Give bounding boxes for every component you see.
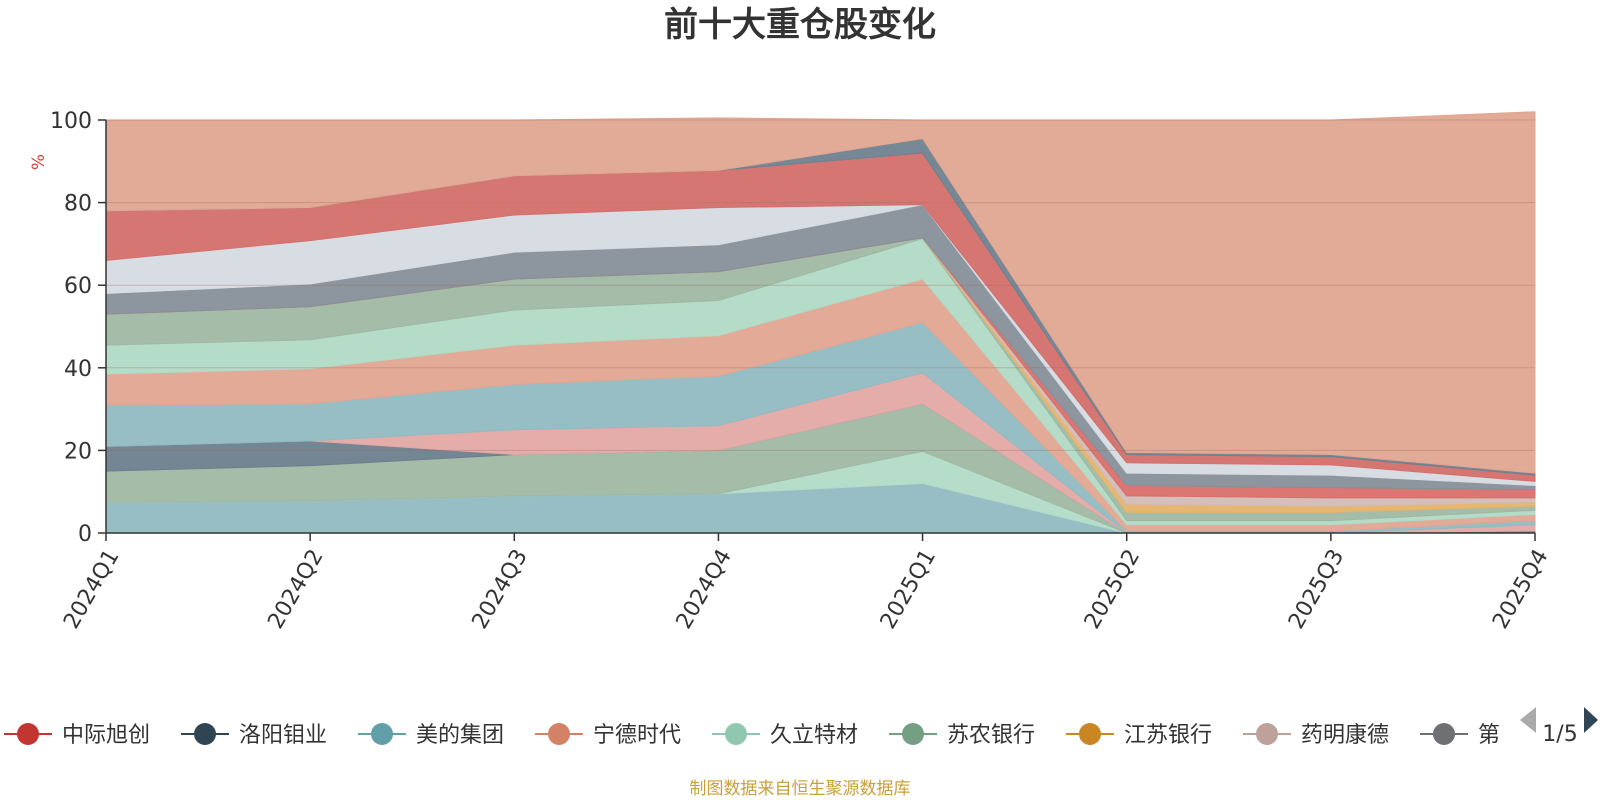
legend-label: 洛阳钼业 <box>239 723 327 748</box>
chart-title: 前十大重仓股变化 <box>664 5 936 45</box>
legend-label: 美的集团 <box>416 723 504 748</box>
x-tick-label: 2024Q2 <box>263 545 328 633</box>
legend-label: 第 <box>1478 723 1500 748</box>
y-tick-label: 20 <box>64 439 92 464</box>
y-tick-label: 0 <box>78 522 92 547</box>
legend-pager[interactable]: 1/5 <box>1520 707 1598 747</box>
legend-label: 苏农银行 <box>947 723 1035 748</box>
x-tick-label: 2025Q1 <box>876 545 941 633</box>
legend-marker-icon <box>902 723 924 745</box>
legend-prev-icon[interactable] <box>1520 707 1536 733</box>
legend-marker-icon <box>1433 723 1455 745</box>
legend-item[interactable]: 第 <box>1420 723 1500 748</box>
legend-label: 中际旭创 <box>62 723 150 748</box>
legend-item[interactable]: 江苏银行 <box>1066 723 1212 748</box>
x-tick-label: 2024Q4 <box>672 545 737 633</box>
legend-item[interactable]: 久立特材 <box>712 723 858 748</box>
legend-marker-icon <box>725 723 747 745</box>
legend-marker-icon <box>1079 723 1101 745</box>
y-tick-label: 100 <box>50 109 92 134</box>
x-tick-label: 2025Q3 <box>1284 545 1349 633</box>
legend-marker-icon <box>548 723 570 745</box>
y-tick-label: 60 <box>64 274 92 299</box>
legend-item[interactable]: 宁德时代 <box>535 723 681 748</box>
legend-item[interactable]: 美的集团 <box>358 723 504 748</box>
legend-next-icon[interactable] <box>1584 707 1598 733</box>
y-tick-label: 40 <box>64 357 92 382</box>
x-tick-label: 2025Q4 <box>1488 545 1553 633</box>
legend-item[interactable]: 中际旭创 <box>4 723 150 748</box>
legend[interactable]: 中际旭创 洛阳钼业 美的集团 宁德时代 久立特材 苏农银行 江苏银行 药明康德 第 <box>4 723 1500 748</box>
legend-label: 久立特材 <box>770 723 858 748</box>
x-tick-label: 2024Q3 <box>468 545 533 633</box>
legend-marker-icon <box>1256 723 1278 745</box>
legend-marker-icon <box>194 723 216 745</box>
y-axis-label: % <box>29 154 49 170</box>
x-tick-label: 2024Q1 <box>59 545 124 633</box>
grid-layer <box>106 119 1535 451</box>
legend-page-indicator: 1/5 <box>1542 722 1577 747</box>
legend-marker-icon <box>17 723 39 745</box>
legend-item[interactable]: 洛阳钼业 <box>181 723 327 748</box>
footer-source: 制图数据来自恒生聚源数据库 <box>690 779 911 799</box>
x-tick-label: 2025Q2 <box>1080 545 1145 633</box>
area-series-17[interactable] <box>105 111 1536 474</box>
legend-label: 江苏银行 <box>1124 723 1212 748</box>
legend-item[interactable]: 苏农银行 <box>889 723 1035 748</box>
legend-marker-icon <box>371 723 393 745</box>
legend-label: 药明康德 <box>1301 723 1389 748</box>
y-tick-label: 80 <box>64 192 92 217</box>
area-layer <box>105 111 1536 534</box>
legend-item[interactable]: 药明康德 <box>1243 723 1389 748</box>
legend-label: 宁德时代 <box>593 723 681 748</box>
